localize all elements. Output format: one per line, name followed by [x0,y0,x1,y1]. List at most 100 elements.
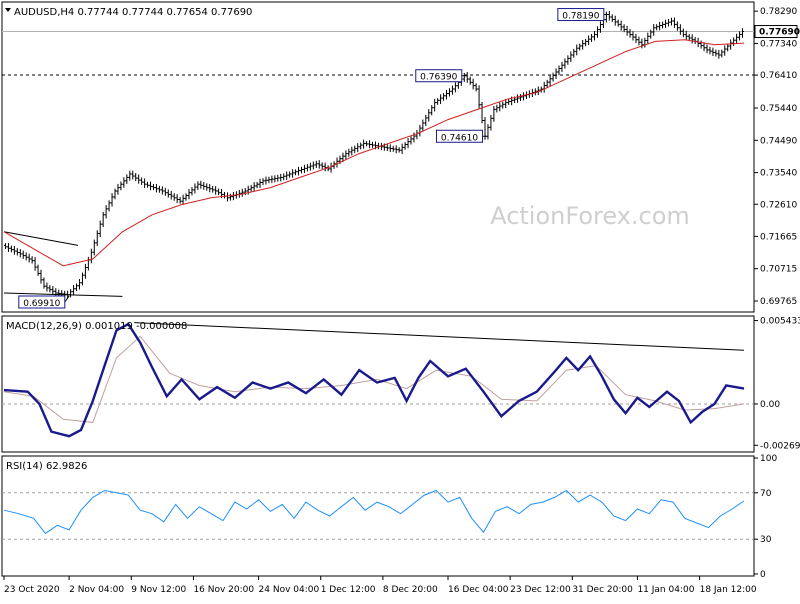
price-candle [678,24,682,35]
price-candle [664,19,668,28]
price-candle [625,25,629,36]
price-candle [208,184,212,193]
price-candle [302,164,306,174]
price-title: AUDUSD,H4 0.77744 0.77744 0.77654 0.7769… [14,7,252,18]
price-candle [622,24,626,33]
price-candle [741,28,745,38]
annotation-label: 0.76390 [420,73,457,83]
price-candle [98,220,102,237]
price-candle [436,98,440,105]
price-candle [445,89,449,100]
price-candle [190,187,194,196]
price-candle [267,176,271,184]
price-candle [122,177,126,188]
price-candle [211,185,215,193]
price-candle [255,181,259,189]
price-candle [702,42,706,52]
price-candle [169,190,173,200]
price-candle [362,139,366,149]
price-candle [181,194,185,205]
price-axis-label: 0.76410 [760,71,797,81]
price-candle [116,183,120,195]
macd-title: MACD(12,26,9) 0.001019 -0.000008 [6,321,187,332]
annotation-box [557,8,605,22]
price-candle [385,144,389,152]
price-candle [501,101,505,109]
price-candle [388,144,392,153]
price-annotation: 0.78190 [557,8,608,22]
price-candle [359,142,363,150]
price-candle [214,186,218,195]
price-candle [119,181,123,191]
price-candle [406,138,410,149]
annotation-label: 0.78190 [562,12,599,22]
price-candle [675,21,679,31]
price-candle [285,171,289,180]
price-candle [149,181,153,191]
time-axis-label: 24 Nov 04:00 [259,585,320,595]
price-candle [137,174,141,184]
price-candle [391,145,395,152]
price-candle [554,68,558,79]
price-candle [163,187,167,196]
time-axis-label: 11 Jan 04:00 [637,585,694,595]
price-candle [264,176,268,185]
price-candle [80,272,84,286]
price-candle [394,145,398,154]
price-candle [3,243,7,250]
price-candle [655,24,659,31]
price-candle [412,132,416,143]
price-candle [486,124,490,140]
price-candle [157,185,161,193]
price-candle [140,177,144,185]
time-axis-label: 16 Dec 04:00 [448,585,509,595]
price-annotation: 0.69910 [18,295,70,309]
price-axis-label: 0.78290 [760,7,797,17]
price-candle [450,85,454,95]
price-candle [243,187,247,196]
rsi-axis-label: 70 [760,489,772,499]
price-candle [471,78,475,90]
price-trend-line [3,292,123,297]
price-candle [320,162,324,170]
price-candle [323,162,327,172]
price-candle [21,250,25,259]
price-candle [516,94,520,103]
time-axis-label: 9 Nov 12:00 [131,585,186,595]
price-candle [557,65,561,76]
price-candle [18,249,22,258]
price-candle [282,173,286,181]
price-candle [477,85,481,109]
annotation-label: 0.74610 [441,133,478,143]
price-candle [317,160,321,169]
price-candle [587,35,591,46]
macd-layer [2,322,754,438]
price-candle [51,286,55,295]
price-candle [474,83,478,92]
price-candle [610,14,614,23]
price-candle [240,188,244,197]
price-candle [711,47,715,56]
price-candle [110,193,114,207]
annotation-box [415,69,463,83]
time-axis-label: 23 Oct 2020 [4,585,60,595]
price-candle [294,169,298,176]
macd-axis: 0.005433 0.00 -0.002694 [754,317,800,451]
time-axis-label: 16 Nov 20:00 [193,585,254,595]
price-candle [590,33,594,43]
rsi-axis-label: 0 [760,570,766,580]
annotation-label: 0.69910 [23,299,60,309]
price-candle [581,39,585,50]
price-candle [658,21,662,31]
macd-main-line [3,322,745,438]
price-candle [196,181,200,191]
price-candle [545,79,549,88]
price-candle [83,263,87,279]
price-candle [270,175,274,184]
price-candle [33,257,37,271]
price-candle [134,172,138,182]
price-candle [202,182,206,190]
price-candle [350,146,354,156]
price-candle [681,28,685,38]
